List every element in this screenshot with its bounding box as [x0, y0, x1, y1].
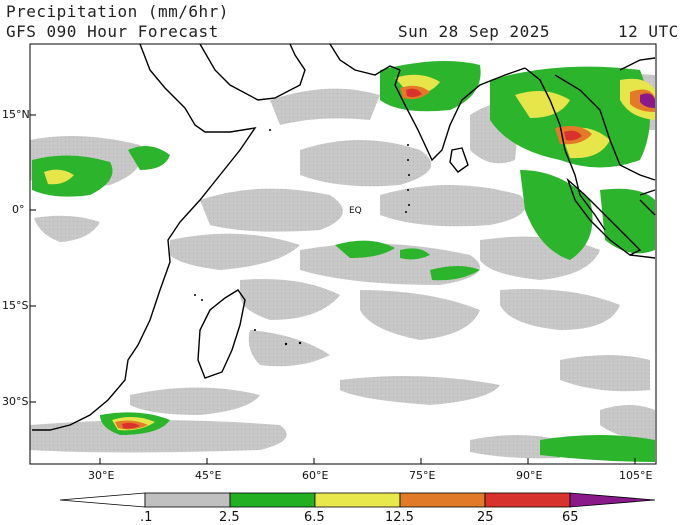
legend-swatch-green: [229, 492, 316, 508]
axis-ticks: [30, 114, 636, 464]
legend-swatch-red: [484, 492, 571, 508]
light-precip-areas: [30, 74, 655, 459]
heavy-precip-areas: [44, 74, 655, 431]
intense-precip-areas: [122, 88, 582, 429]
precip-field: [30, 44, 656, 462]
legend-tick-5: 65: [562, 510, 579, 525]
extreme-precip-areas: [640, 93, 655, 108]
chart-title: Precipitation (mm/6hr): [6, 2, 229, 21]
lon-label-75e: 75°E: [409, 469, 436, 482]
legend-swatch-grey: [144, 492, 231, 508]
legend-swatch-orange: [399, 492, 486, 508]
lon-label-60e: 60°E: [302, 469, 329, 482]
forecast-date: Sun 28 Sep 2025: [398, 22, 550, 41]
lon-label-30e: 30°E: [88, 469, 115, 482]
legend-tick-0: .1: [140, 510, 153, 525]
lat-label-15n: 15°N: [2, 108, 30, 121]
legend-tick-2: 6.5: [304, 510, 325, 525]
lat-label-30s: 30°S: [2, 395, 29, 408]
lat-label-0: 0°: [12, 203, 25, 216]
legend-swatch-purple: [569, 492, 656, 508]
legend-tick-4: 25: [477, 510, 494, 525]
lon-label-45e: 45°E: [195, 469, 222, 482]
lon-label-90e: 90°E: [516, 469, 543, 482]
forecast-time: 12 UTC: [618, 22, 679, 41]
legend-swatch-yellow: [314, 492, 401, 508]
lon-label-105e: 105°E: [619, 469, 653, 482]
legend-tick-3: 12.5: [385, 510, 414, 525]
lat-label-15s: 15°S: [2, 299, 29, 312]
equator-marker: EQ: [349, 206, 362, 216]
coastlines: [32, 44, 656, 431]
legend-colorbar: [59, 492, 656, 508]
legend-tick-1: 2.5: [219, 510, 240, 525]
forecast-label: GFS 090 Hour Forecast: [6, 22, 219, 41]
map-frame: [29, 43, 657, 465]
island-dots: [194, 129, 410, 346]
